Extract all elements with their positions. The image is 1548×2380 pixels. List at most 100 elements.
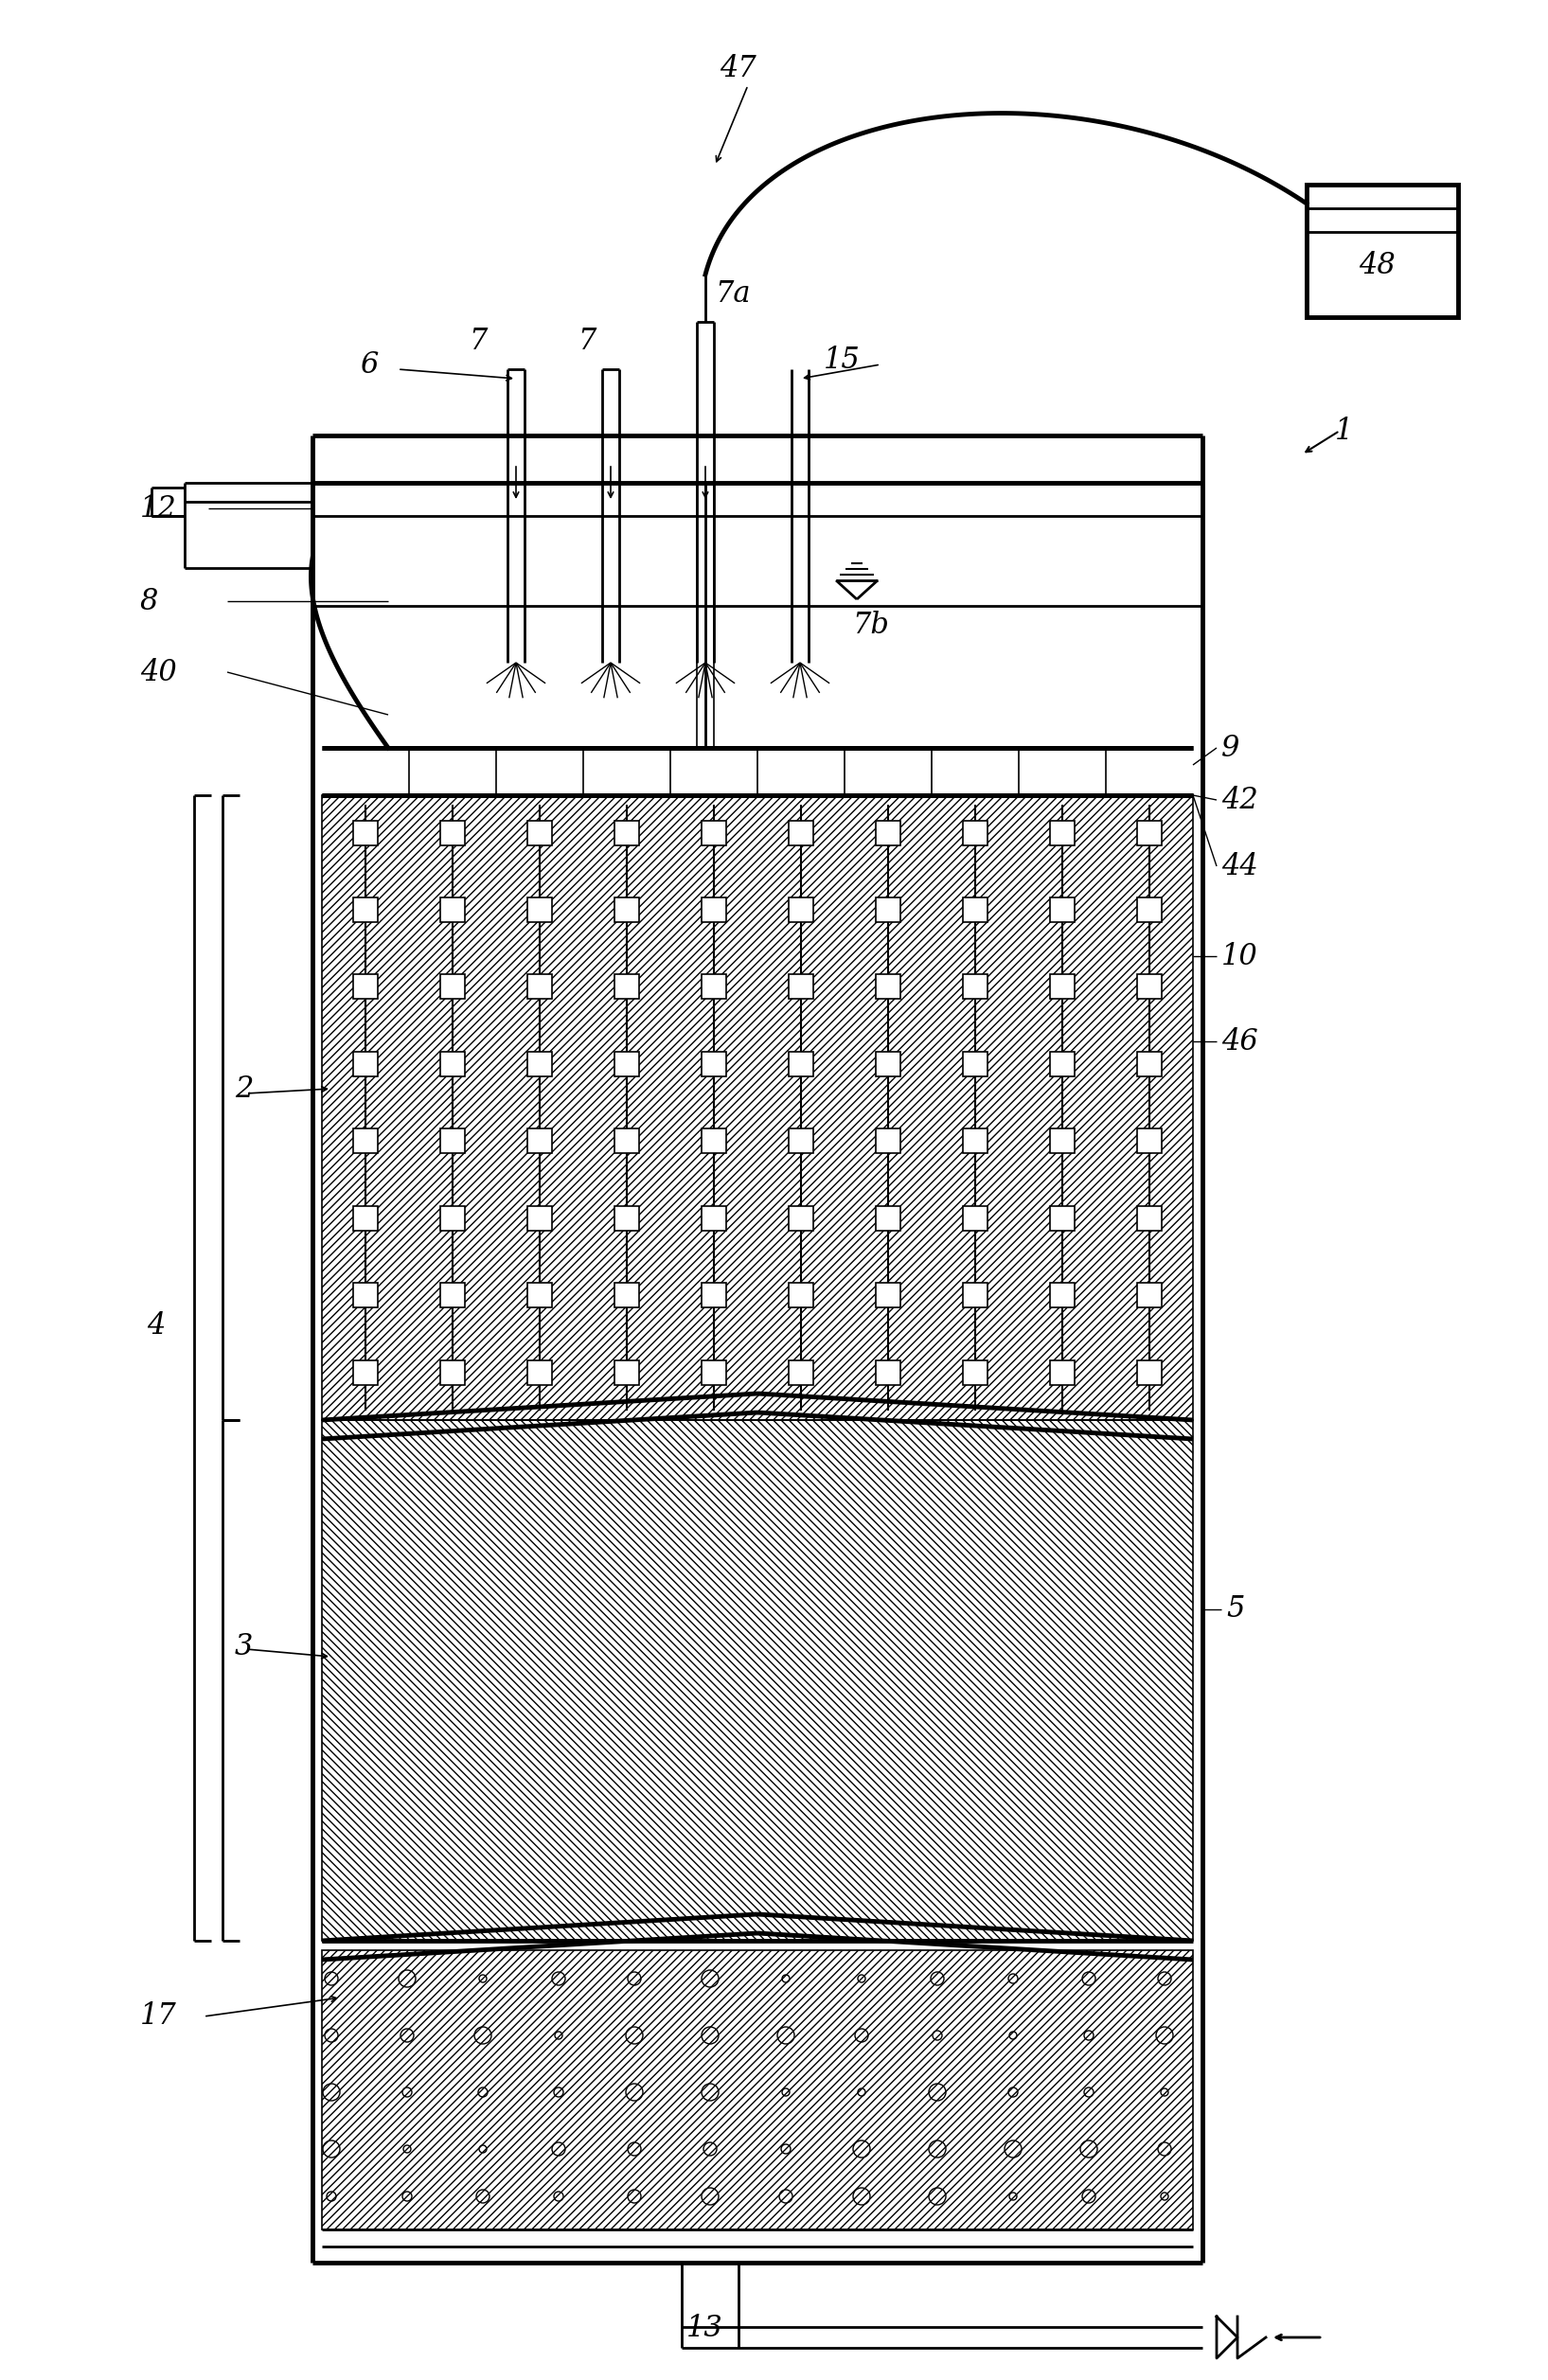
- Text: 7a: 7a: [715, 278, 751, 307]
- Text: 48: 48: [1359, 250, 1395, 281]
- Bar: [322, 795, 1194, 1421]
- Bar: [963, 1128, 988, 1152]
- Bar: [963, 1283, 988, 1307]
- Bar: [876, 1361, 901, 1385]
- Bar: [788, 973, 813, 1000]
- Bar: [528, 897, 553, 921]
- Text: 12: 12: [141, 493, 176, 524]
- Text: 46: 46: [1221, 1026, 1259, 1057]
- Bar: [353, 1207, 378, 1230]
- Bar: [353, 1052, 378, 1076]
- Text: 2: 2: [235, 1073, 254, 1104]
- Text: 7: 7: [577, 326, 596, 355]
- Bar: [1138, 897, 1161, 921]
- Bar: [615, 1052, 639, 1076]
- Bar: [701, 973, 726, 1000]
- Bar: [701, 1052, 726, 1076]
- Bar: [440, 1052, 464, 1076]
- Text: 40: 40: [141, 657, 176, 688]
- Bar: [353, 821, 378, 845]
- Bar: [876, 1052, 901, 1076]
- Bar: [788, 1207, 813, 1230]
- Bar: [1050, 1361, 1074, 1385]
- Bar: [615, 1128, 639, 1152]
- Bar: [963, 1361, 988, 1385]
- Bar: [701, 1207, 726, 1230]
- Bar: [788, 1128, 813, 1152]
- Bar: [1138, 1361, 1161, 1385]
- Bar: [528, 1361, 553, 1385]
- Bar: [528, 1128, 553, 1152]
- Bar: [322, 747, 1194, 795]
- Text: 7: 7: [469, 326, 488, 355]
- Bar: [528, 821, 553, 845]
- Bar: [440, 973, 464, 1000]
- Bar: [528, 1207, 553, 1230]
- Bar: [353, 897, 378, 921]
- Bar: [876, 1283, 901, 1307]
- Bar: [353, 1128, 378, 1152]
- Bar: [528, 1283, 553, 1307]
- Bar: [963, 821, 988, 845]
- Bar: [701, 1128, 726, 1152]
- Bar: [963, 897, 988, 921]
- Bar: [353, 1361, 378, 1385]
- Bar: [963, 1052, 988, 1076]
- Bar: [615, 1361, 639, 1385]
- Bar: [440, 897, 464, 921]
- Bar: [876, 1207, 901, 1230]
- Bar: [440, 821, 464, 845]
- Text: 9: 9: [1221, 733, 1240, 762]
- Bar: [1138, 1207, 1161, 1230]
- Text: 42: 42: [1221, 785, 1259, 814]
- Text: 1: 1: [1334, 416, 1353, 445]
- Bar: [353, 973, 378, 1000]
- Bar: [1050, 821, 1074, 845]
- Bar: [701, 897, 726, 921]
- Text: 3: 3: [235, 1633, 254, 1661]
- Text: 47: 47: [720, 52, 757, 83]
- Bar: [440, 1283, 464, 1307]
- Bar: [876, 1128, 901, 1152]
- Bar: [1138, 1128, 1161, 1152]
- Bar: [353, 1283, 378, 1307]
- Bar: [1050, 897, 1074, 921]
- Bar: [963, 1207, 988, 1230]
- Bar: [322, 1421, 1194, 1940]
- Bar: [528, 1052, 553, 1076]
- Bar: [1138, 821, 1161, 845]
- Bar: [322, 1949, 1194, 2230]
- Bar: [1050, 1052, 1074, 1076]
- Text: 44: 44: [1221, 852, 1259, 881]
- Bar: [1138, 973, 1161, 1000]
- Text: 4: 4: [147, 1311, 166, 1340]
- Bar: [615, 973, 639, 1000]
- Bar: [876, 973, 901, 1000]
- Bar: [1050, 1128, 1074, 1152]
- Bar: [615, 1207, 639, 1230]
- Bar: [1307, 186, 1458, 317]
- Bar: [788, 1283, 813, 1307]
- Bar: [788, 1052, 813, 1076]
- Bar: [788, 897, 813, 921]
- Bar: [615, 897, 639, 921]
- Text: 6: 6: [359, 350, 378, 378]
- Bar: [440, 1207, 464, 1230]
- Bar: [701, 1361, 726, 1385]
- Bar: [1050, 1283, 1074, 1307]
- Bar: [1050, 1207, 1074, 1230]
- Bar: [876, 821, 901, 845]
- Text: 10: 10: [1221, 942, 1259, 971]
- Bar: [440, 1128, 464, 1152]
- Bar: [701, 1283, 726, 1307]
- Bar: [788, 1361, 813, 1385]
- Bar: [1138, 1283, 1161, 1307]
- Text: 17: 17: [141, 2002, 176, 2030]
- Text: 13: 13: [686, 2313, 723, 2344]
- Text: 15: 15: [824, 345, 861, 374]
- Bar: [788, 821, 813, 845]
- Bar: [1050, 973, 1074, 1000]
- Text: 8: 8: [141, 585, 158, 616]
- Bar: [528, 973, 553, 1000]
- Bar: [615, 821, 639, 845]
